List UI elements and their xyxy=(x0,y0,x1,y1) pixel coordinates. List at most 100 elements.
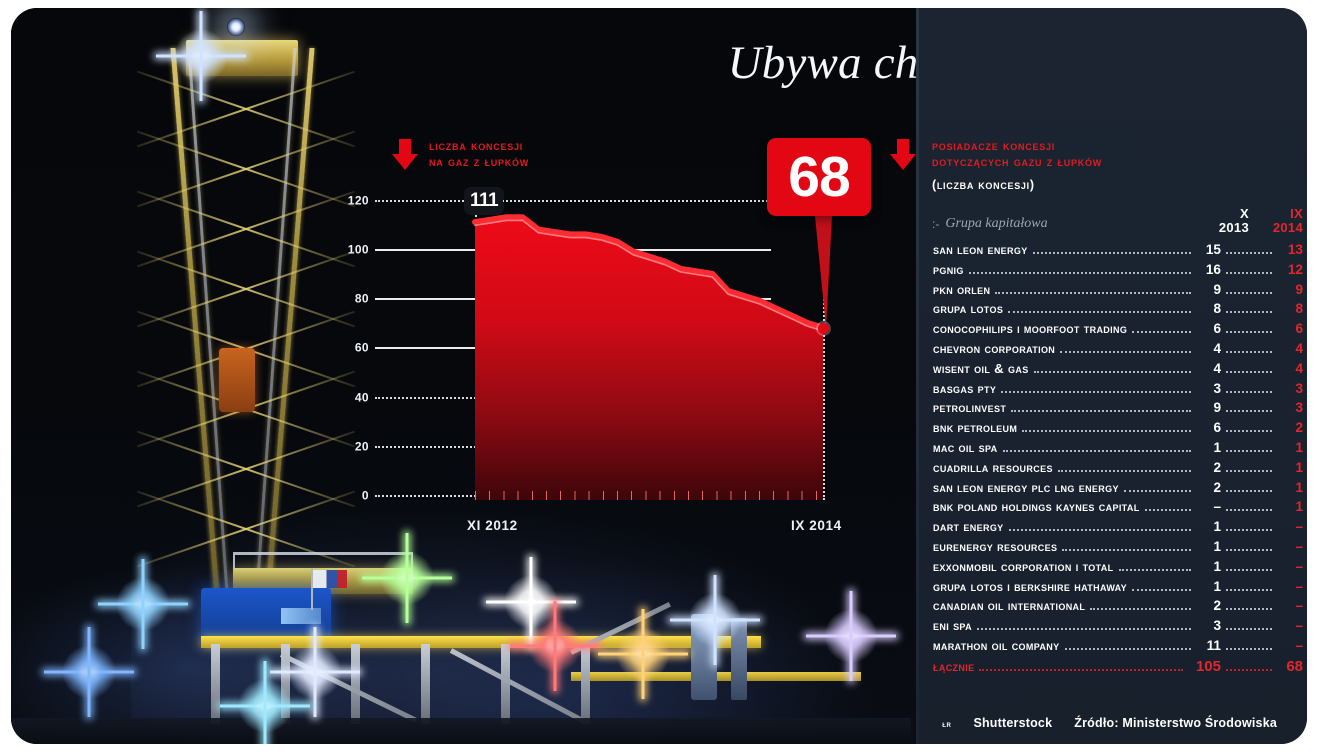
leader-dots xyxy=(1226,568,1272,571)
mast-brace xyxy=(131,250,361,328)
company-name: ExxonMobil Corporation i Total xyxy=(933,558,1114,574)
table-row: Canadian Oil International 2 – xyxy=(933,598,1303,618)
company-name: Marathon Oil Company xyxy=(933,637,1060,653)
value-2013: 2 xyxy=(1213,479,1221,495)
value-2014: 1 xyxy=(1295,479,1303,495)
leader-dots xyxy=(1226,410,1272,413)
value-2014: – xyxy=(1295,519,1303,535)
table-total-row: Łącznie 105 68 xyxy=(933,658,1303,678)
traveling-block xyxy=(219,348,255,412)
table-row: BNK Petroleum 6 2 xyxy=(933,420,1303,440)
value-2013: 4 xyxy=(1213,340,1221,356)
table-row: Marathon Oil Company 11 – xyxy=(933,638,1303,658)
x-axis-ticks xyxy=(475,491,823,500)
company-name: BNK Petroleum xyxy=(933,420,1018,436)
group-bullet-icon: :- xyxy=(932,217,940,231)
value-2013: – xyxy=(1213,499,1221,515)
value-2013: 1 xyxy=(1213,558,1221,574)
company-name: San Leon Energy xyxy=(933,242,1028,257)
mast-brace xyxy=(131,190,361,268)
table-row: EurEnergy Resources 1 – xyxy=(933,539,1303,559)
leader-dots xyxy=(1011,410,1191,413)
value-2013: 1 xyxy=(1213,538,1221,554)
rig-light-flare xyxy=(615,626,671,682)
leader-dots xyxy=(1144,509,1191,512)
callout-pointer xyxy=(815,215,832,328)
table-row: PGNiG 16 12 xyxy=(933,262,1303,282)
rig-control-cabin xyxy=(201,588,331,644)
cabin-window xyxy=(281,608,321,624)
leader-dots xyxy=(1226,628,1272,631)
table-row: San Leon Energy Plc LNG Energy 2 1 xyxy=(933,480,1303,500)
y-tick-100: 100 xyxy=(347,242,369,257)
value-2013: 9 xyxy=(1213,281,1221,297)
company-name: Łącznie xyxy=(933,658,975,674)
value-2013: 11 xyxy=(1206,637,1221,653)
company-name: Cuadrilla Resources xyxy=(933,459,1053,475)
leader-dots xyxy=(1226,271,1272,274)
table-row: PKN Orlen 9 9 xyxy=(933,282,1303,302)
y-tick-60: 60 xyxy=(354,340,369,355)
company-name: EurEnergy Resources xyxy=(933,538,1058,554)
company-name: Eni SpA xyxy=(933,618,972,634)
value-2013: 3 xyxy=(1213,618,1221,634)
column-header-2013-year: 2013 xyxy=(1218,220,1249,235)
start-value-badge: 111 xyxy=(465,188,503,215)
leader-dots xyxy=(1226,608,1272,611)
rig-light-flare xyxy=(237,678,293,734)
mast-brace xyxy=(131,70,361,148)
value-2014: 8 xyxy=(1295,301,1303,317)
support-column xyxy=(351,644,360,724)
value-2014: 68 xyxy=(1286,657,1303,675)
leader-dots xyxy=(1226,588,1272,591)
leader-dots xyxy=(1226,430,1272,433)
value-2014: – xyxy=(1295,618,1303,634)
leader-dots xyxy=(1226,529,1272,532)
rig-light-flare xyxy=(823,608,879,664)
mast-brace xyxy=(131,430,361,508)
leader-dots xyxy=(1032,252,1191,254)
leader-dots xyxy=(1226,509,1272,512)
column-header-2014-year: 2014 xyxy=(1272,220,1303,235)
leader-dots xyxy=(1123,489,1191,492)
support-column xyxy=(581,644,590,724)
leader-dots xyxy=(1226,390,1272,393)
rig-light-flare xyxy=(173,28,229,84)
leader-dots xyxy=(1002,449,1191,452)
value-2013: 1 xyxy=(1213,519,1221,535)
leader-dots xyxy=(1118,568,1191,571)
leader-dots xyxy=(1008,529,1191,532)
leader-dots xyxy=(1008,311,1191,314)
leader-dots xyxy=(1057,469,1191,472)
y-tick-20: 20 xyxy=(354,439,369,454)
value-2013: 105 xyxy=(1195,657,1221,675)
series-end-point xyxy=(818,322,829,334)
value-2014: 4 xyxy=(1295,360,1303,376)
leader-dots xyxy=(1226,350,1272,353)
derrick-mast xyxy=(131,18,413,608)
leader-dots xyxy=(968,271,1191,274)
support-column xyxy=(281,644,290,724)
leader-dots xyxy=(1226,668,1272,671)
table-row: BNK Poland Holdings Kaynes Capital – 1 xyxy=(933,499,1303,519)
group-label-text: Grupa kapitałowa xyxy=(945,216,1048,231)
area-series-shape xyxy=(472,214,826,500)
y-tick-0: 0 xyxy=(361,488,369,503)
mast-brace xyxy=(131,490,361,568)
table-row: ConocoPhilips i Moorfoot Trading 6 6 xyxy=(933,321,1303,341)
leader-dots xyxy=(1226,252,1272,254)
column-header-2014-month: IX xyxy=(1290,206,1303,221)
leader-dots xyxy=(1062,548,1191,551)
company-name: PKN Orlen xyxy=(933,281,991,297)
mast-brace xyxy=(131,130,361,208)
value-2013: 15 xyxy=(1205,242,1221,257)
company-name: BNK Poland Holdings Kaynes Capital xyxy=(933,499,1140,515)
company-name: Dart Energy xyxy=(933,519,1004,535)
leader-dots xyxy=(1132,588,1191,591)
value-2013: 8 xyxy=(1213,301,1221,317)
company-name: Grupa Lotos i Berkshire Hathaway xyxy=(933,578,1128,594)
value-2013: 2 xyxy=(1213,598,1221,614)
value-2014: 1 xyxy=(1295,499,1303,515)
rig-light-flare xyxy=(287,644,343,700)
company-name: Canadian Oil International xyxy=(933,598,1086,614)
